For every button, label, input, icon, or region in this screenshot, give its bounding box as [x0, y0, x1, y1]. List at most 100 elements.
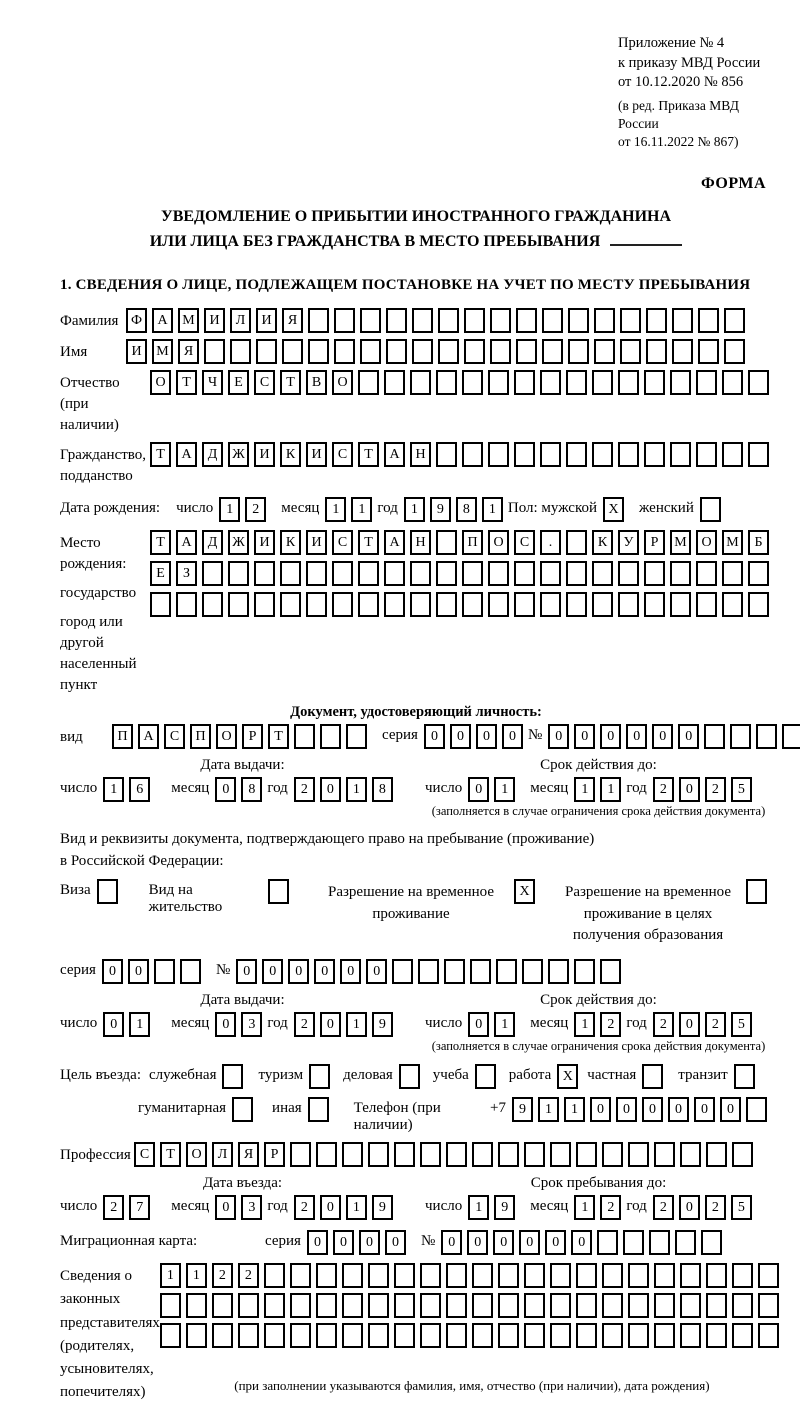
char-cell[interactable]: 2 — [293, 1012, 315, 1038]
char-cell[interactable]: Р — [242, 723, 263, 749]
char-cell[interactable] — [332, 560, 353, 586]
char-cell[interactable] — [384, 591, 405, 617]
char-cell[interactable] — [594, 338, 615, 364]
char-cell[interactable]: 5 — [730, 1012, 752, 1038]
char-cell[interactable]: 9 — [512, 1097, 533, 1123]
char-cell[interactable]: 0 — [262, 959, 284, 985]
checkbox-temp-residence-permit[interactable]: X — [514, 878, 540, 904]
char-cell[interactable] — [649, 1230, 671, 1256]
char-cell[interactable] — [566, 441, 587, 467]
char-cell[interactable] — [358, 591, 379, 617]
checkbox-business[interactable] — [398, 1064, 425, 1090]
char-cell[interactable]: 0 — [332, 1230, 354, 1256]
char-cell[interactable] — [341, 1263, 363, 1289]
char-cell[interactable] — [732, 1142, 753, 1168]
char-cell[interactable]: 0 — [678, 776, 700, 802]
checkbox-humanitarian[interactable] — [232, 1097, 258, 1123]
checkbox-tourism[interactable] — [309, 1064, 335, 1090]
char-cell[interactable]: 7 — [129, 1195, 151, 1221]
char-cell[interactable] — [748, 441, 769, 467]
char-cell[interactable] — [497, 1293, 519, 1319]
char-cell[interactable] — [623, 1230, 645, 1256]
char-cell[interactable]: 1 — [129, 1012, 151, 1038]
char-cell[interactable] — [289, 1323, 311, 1349]
char-cell[interactable] — [644, 560, 665, 586]
char-cell[interactable]: Ж — [228, 441, 249, 467]
char-cell[interactable] — [211, 1323, 233, 1349]
char-cell[interactable]: 0 — [678, 723, 700, 749]
char-cell[interactable]: 2 — [245, 496, 267, 522]
char-cell[interactable]: 3 — [241, 1012, 263, 1038]
char-cell[interactable]: 0 — [493, 1230, 515, 1256]
char-cell[interactable]: 1 — [185, 1263, 207, 1289]
char-cell[interactable]: 0 — [642, 1097, 663, 1123]
char-cell[interactable] — [412, 338, 433, 364]
char-cell[interactable] — [733, 1064, 755, 1090]
checkbox-official[interactable] — [222, 1064, 248, 1090]
char-cell[interactable] — [185, 1293, 207, 1319]
char-cell[interactable] — [576, 1142, 597, 1168]
char-cell[interactable] — [722, 441, 743, 467]
char-cell[interactable]: 2 — [704, 1012, 726, 1038]
char-cell[interactable]: Я — [282, 307, 303, 333]
char-cell[interactable] — [514, 441, 535, 467]
char-cell[interactable]: 8 — [455, 496, 477, 522]
char-cell[interactable]: 1 — [403, 496, 425, 522]
char-cell[interactable]: С — [134, 1142, 155, 1168]
char-cell[interactable] — [308, 307, 329, 333]
char-cell[interactable]: 2 — [103, 1195, 125, 1221]
char-cell[interactable] — [150, 591, 171, 617]
char-cell[interactable] — [696, 591, 717, 617]
char-cell[interactable] — [522, 959, 544, 985]
char-cell[interactable]: С — [164, 723, 185, 749]
char-cell[interactable] — [618, 591, 639, 617]
char-cell[interactable]: 0 — [468, 1012, 490, 1038]
char-cell[interactable] — [268, 878, 289, 904]
char-cell[interactable]: Ж — [228, 529, 249, 555]
char-cell[interactable] — [289, 1263, 311, 1289]
char-cell[interactable] — [419, 1293, 441, 1319]
char-cell[interactable]: 0 — [366, 959, 388, 985]
char-cell[interactable] — [412, 307, 433, 333]
char-cell[interactable] — [670, 369, 691, 395]
char-cell[interactable]: М — [178, 307, 199, 333]
char-cell[interactable]: О — [488, 529, 509, 555]
char-cell[interactable]: 0 — [340, 959, 362, 985]
char-cell[interactable] — [462, 369, 483, 395]
char-cell[interactable] — [672, 338, 693, 364]
char-cell[interactable] — [568, 338, 589, 364]
char-cell[interactable] — [514, 591, 535, 617]
char-cell[interactable] — [524, 1142, 545, 1168]
char-cell[interactable] — [698, 307, 719, 333]
char-cell[interactable] — [418, 959, 440, 985]
char-cell[interactable] — [360, 307, 381, 333]
char-cell[interactable]: К — [280, 441, 301, 467]
char-cell[interactable] — [680, 1142, 701, 1168]
char-cell[interactable] — [618, 560, 639, 586]
char-cell[interactable]: 1 — [325, 496, 347, 522]
checkbox-transit[interactable] — [733, 1064, 760, 1090]
char-cell[interactable] — [341, 1323, 363, 1349]
char-cell[interactable]: У — [618, 529, 639, 555]
char-cell[interactable] — [306, 591, 327, 617]
char-cell[interactable] — [490, 307, 511, 333]
char-cell[interactable]: 0 — [548, 723, 570, 749]
char-cell[interactable] — [746, 878, 767, 904]
char-cell[interactable] — [358, 560, 379, 586]
checkbox-male[interactable]: X — [603, 496, 629, 522]
char-cell[interactable] — [386, 338, 407, 364]
char-cell[interactable]: 1 — [494, 1012, 516, 1038]
char-cell[interactable] — [620, 338, 641, 364]
char-cell[interactable]: 0 — [652, 723, 674, 749]
char-cell[interactable] — [705, 1263, 727, 1289]
char-cell[interactable]: . — [540, 529, 561, 555]
char-cell[interactable]: 0 — [306, 1230, 328, 1256]
checkbox-education-permit[interactable] — [746, 878, 772, 904]
